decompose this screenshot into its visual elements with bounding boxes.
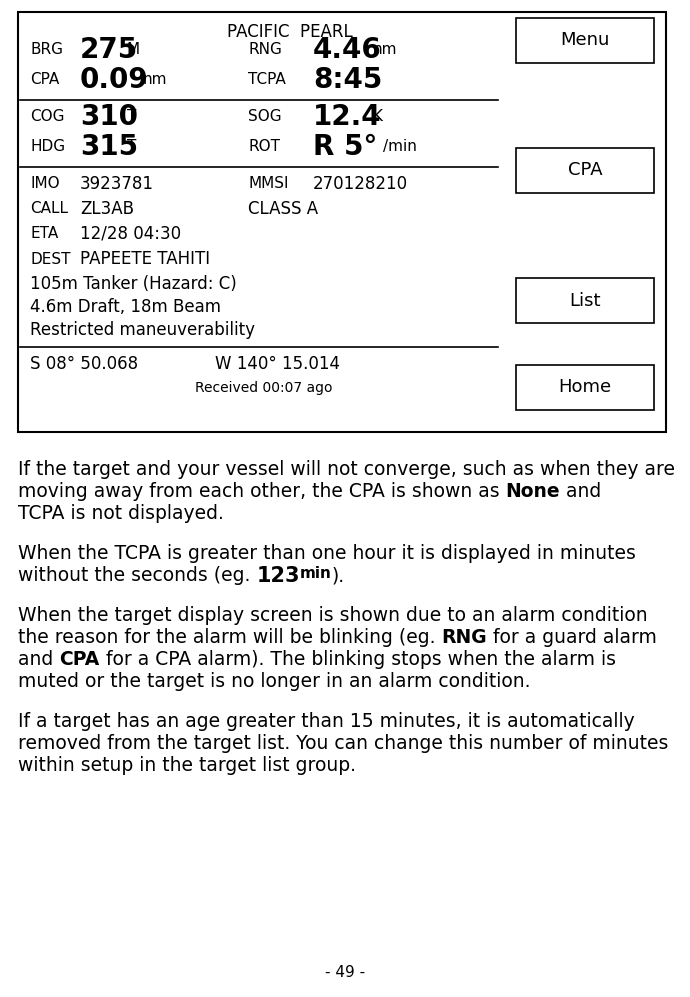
Text: within setup in the target list group.: within setup in the target list group.	[18, 756, 356, 775]
Text: CPA: CPA	[30, 73, 59, 88]
Text: nm: nm	[143, 73, 168, 88]
Text: BRG: BRG	[30, 43, 63, 58]
Text: ZL3AB: ZL3AB	[80, 200, 134, 218]
Text: CALL: CALL	[30, 201, 68, 216]
Bar	[18, 12, 666, 432]
Text: 4.46: 4.46	[313, 36, 382, 64]
Text: and: and	[18, 650, 59, 669]
Text: HDG: HDG	[30, 140, 65, 155]
Text: for a guard alarm: for a guard alarm	[487, 628, 657, 647]
Text: T: T	[127, 110, 137, 125]
Text: If the target and your vessel will not converge, such as when they are: If the target and your vessel will not c…	[18, 460, 675, 479]
Text: moving away from each other, the CPA is shown as: moving away from each other, the CPA is …	[18, 482, 506, 501]
Text: ETA: ETA	[30, 226, 58, 241]
Text: for a CPA alarm). The blinking stops when the alarm is: for a CPA alarm). The blinking stops whe…	[99, 650, 615, 669]
Text: COG: COG	[30, 110, 64, 125]
Text: TCPA is not displayed.: TCPA is not displayed.	[18, 504, 224, 523]
Text: Restricted maneuverability: Restricted maneuverability	[30, 321, 255, 339]
Text: 315: 315	[80, 133, 138, 161]
Text: 123: 123	[257, 566, 300, 586]
Text: muted or the target is no longer in an alarm condition.: muted or the target is no longer in an a…	[18, 672, 531, 691]
Text: ).: ).	[332, 566, 345, 585]
Text: nm: nm	[373, 43, 397, 58]
Text: DEST: DEST	[30, 251, 70, 266]
Text: If a target has an age greater than 15 minutes, it is automatically: If a target has an age greater than 15 m…	[18, 712, 635, 731]
Text: 310: 310	[80, 103, 138, 131]
Text: Received 00:07 ago: Received 00:07 ago	[195, 381, 333, 395]
Text: CPA: CPA	[568, 162, 602, 179]
Text: 4.6m Draft, 18m Beam: 4.6m Draft, 18m Beam	[30, 298, 221, 316]
Text: S 08° 50.068: S 08° 50.068	[30, 355, 138, 373]
Text: /min: /min	[383, 140, 417, 155]
Text: When the target display screen is shown due to an alarm condition: When the target display screen is shown …	[18, 606, 648, 625]
Text: 3923781: 3923781	[80, 175, 154, 193]
Text: IMO: IMO	[30, 176, 59, 191]
Text: 270128210: 270128210	[313, 175, 408, 193]
Text: PACIFIC  PEARL: PACIFIC PEARL	[227, 23, 353, 41]
Text: ROT: ROT	[248, 140, 280, 155]
Text: RNG: RNG	[248, 43, 282, 58]
Text: T: T	[127, 140, 137, 155]
Text: min: min	[300, 566, 332, 581]
Text: Home: Home	[558, 379, 611, 397]
Text: K: K	[373, 110, 383, 125]
Text: the reason for the alarm will be blinking (eg.: the reason for the alarm will be blinkin…	[18, 628, 442, 647]
Text: RNG: RNG	[442, 628, 487, 647]
Text: When the TCPA is greater than one hour it is displayed in minutes: When the TCPA is greater than one hour i…	[18, 544, 636, 563]
Text: R 5°: R 5°	[313, 133, 377, 161]
Bar	[516, 148, 654, 193]
Text: MMSI: MMSI	[248, 176, 288, 191]
Text: PAPEETE TAHITI: PAPEETE TAHITI	[80, 250, 210, 268]
Text: TCPA: TCPA	[248, 73, 286, 88]
Bar	[516, 278, 654, 323]
Text: M: M	[127, 43, 140, 58]
Text: List: List	[569, 291, 601, 309]
Text: 12/28 04:30: 12/28 04:30	[80, 225, 181, 243]
Text: W 140° 15.014: W 140° 15.014	[215, 355, 340, 373]
Text: SOG: SOG	[248, 110, 282, 125]
Text: 12.4: 12.4	[313, 103, 382, 131]
Text: None: None	[506, 482, 560, 501]
Text: without the seconds (eg.: without the seconds (eg.	[18, 566, 257, 585]
Text: - 49 -: - 49 -	[325, 964, 365, 979]
Text: 275: 275	[80, 36, 138, 64]
Text: and: and	[560, 482, 602, 501]
Text: 0.09: 0.09	[80, 66, 148, 94]
Text: 8:45: 8:45	[313, 66, 382, 94]
Text: Menu: Menu	[560, 32, 610, 50]
Bar	[516, 18, 654, 63]
Text: CPA: CPA	[59, 650, 99, 669]
Text: removed from the target list. You can change this number of minutes: removed from the target list. You can ch…	[18, 734, 669, 753]
Text: CLASS A: CLASS A	[248, 200, 318, 218]
Bar	[516, 365, 654, 410]
Text: 105m Tanker (Hazard: C): 105m Tanker (Hazard: C)	[30, 275, 237, 293]
